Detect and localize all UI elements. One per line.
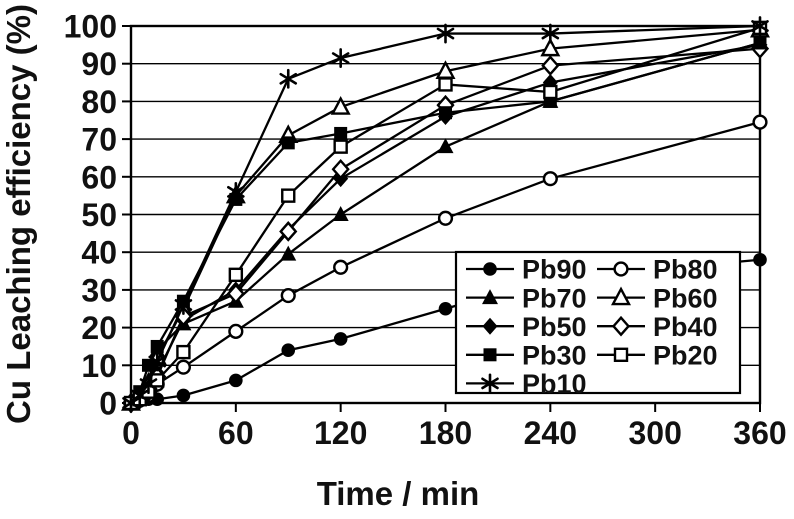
x-tick-label-60: 60 bbox=[218, 415, 254, 451]
circle-filled-marker bbox=[176, 388, 191, 403]
triangle-open-icon bbox=[611, 286, 631, 306]
square-open-icon bbox=[613, 347, 629, 362]
square-filled-marker bbox=[439, 106, 452, 120]
legend-item-Pb20: Pb20 bbox=[597, 341, 718, 371]
legend-item-Pb80: Pb80 bbox=[597, 255, 718, 285]
legend-item-Pb60: Pb60 bbox=[597, 283, 718, 313]
y-tick-label-60: 60 bbox=[81, 159, 117, 195]
square-open-marker bbox=[228, 267, 244, 283]
asterisk-marker bbox=[227, 181, 245, 202]
circle-open-marker bbox=[175, 359, 192, 375]
y-tick-label-90: 90 bbox=[81, 46, 117, 82]
legend-item-Pb40: Pb40 bbox=[597, 312, 718, 342]
circle-filled-marker bbox=[753, 252, 767, 267]
legend-label-Pb80: Pb80 bbox=[653, 255, 718, 285]
legend-label-Pb60: Pb60 bbox=[653, 283, 718, 313]
legend-item-Pb10: Pb10 bbox=[466, 369, 587, 399]
x-tick-label-120: 120 bbox=[314, 415, 367, 451]
asterisk-marker bbox=[331, 48, 350, 68]
x-axis-title: Time / min bbox=[317, 475, 480, 512]
triangle-filled-marker bbox=[332, 206, 349, 221]
circle-filled-icon bbox=[483, 262, 497, 276]
legend-label-Pb70: Pb70 bbox=[522, 283, 587, 313]
square-filled-marker bbox=[150, 339, 164, 353]
triangle-filled-icon bbox=[482, 289, 498, 305]
asterisk-marker bbox=[130, 385, 149, 406]
legend-item-Pb30: Pb30 bbox=[466, 341, 587, 371]
y-tick-label-20: 20 bbox=[81, 310, 117, 346]
series-Pb10 bbox=[122, 16, 769, 413]
diamond-open-marker bbox=[331, 158, 350, 180]
asterisk-marker bbox=[279, 68, 298, 89]
asterisk-marker bbox=[541, 23, 560, 44]
legend-box bbox=[454, 250, 742, 395]
legend-label-Pb20: Pb20 bbox=[653, 341, 718, 371]
circle-filled-marker bbox=[281, 343, 296, 358]
circle-filled-marker bbox=[229, 373, 243, 388]
chart-generated-content: 0 60 120 180 240 300 3600102030405060708090100… bbox=[64, 9, 787, 452]
diamond-open-icon bbox=[611, 315, 631, 337]
legend: Pb90 Pb80 Pb70 Pb60 Pb50 Pb40 Pb30 Pb20 Pb10 bbox=[454, 250, 742, 399]
y-tick-label-40: 40 bbox=[81, 235, 117, 271]
diamond-filled-icon bbox=[482, 317, 498, 335]
asterisk-marker bbox=[436, 23, 455, 44]
diamond-open-marker bbox=[279, 221, 298, 242]
circle-open-marker bbox=[333, 259, 349, 275]
triangle-filled-marker bbox=[280, 245, 297, 261]
square-filled-icon bbox=[483, 348, 497, 362]
square-open-marker bbox=[333, 139, 348, 154]
square-open-marker bbox=[543, 84, 558, 100]
circle-open-marker bbox=[752, 114, 768, 130]
y-tick-label-0: 0 bbox=[99, 386, 117, 422]
square-filled-marker bbox=[141, 358, 155, 372]
triangle-open-marker bbox=[540, 37, 561, 57]
square-open-marker bbox=[176, 344, 191, 360]
square-filled-marker bbox=[334, 126, 348, 140]
x-tick-label-360: 360 bbox=[733, 415, 786, 451]
legend-label-Pb10: Pb10 bbox=[522, 369, 587, 399]
circle-open-icon bbox=[613, 261, 629, 277]
asterisk-marker bbox=[148, 351, 167, 372]
square-open-marker bbox=[438, 77, 453, 92]
asterisk-marker bbox=[122, 393, 140, 413]
asterisk-marker bbox=[174, 295, 193, 315]
y-tick-label-50: 50 bbox=[81, 197, 117, 233]
circle-open-marker bbox=[542, 171, 558, 187]
x-tick-label-240: 240 bbox=[524, 415, 577, 451]
circle-open-marker bbox=[228, 323, 244, 339]
y-tick-label-30: 30 bbox=[81, 272, 117, 308]
legend-label-Pb50: Pb50 bbox=[522, 312, 587, 342]
triangle-open-marker bbox=[330, 96, 351, 115]
square-filled-marker bbox=[753, 36, 767, 50]
circle-open-marker bbox=[280, 287, 296, 304]
triangle-filled-marker bbox=[437, 138, 454, 154]
square-open-marker bbox=[281, 188, 296, 203]
asterisk-marker bbox=[751, 16, 769, 36]
x-tick-label-180: 180 bbox=[419, 415, 472, 451]
x-tick-label-0: 0 bbox=[122, 415, 140, 451]
legend-item-Pb70: Pb70 bbox=[466, 283, 587, 313]
diamond-open-marker bbox=[541, 55, 560, 76]
y-tick-label-70: 70 bbox=[81, 122, 117, 158]
circle-filled-marker bbox=[438, 301, 453, 316]
y-tick-label-10: 10 bbox=[81, 348, 117, 384]
diamond-open-marker bbox=[226, 283, 245, 304]
y-axis-title: Cu Leaching efficiency (%) bbox=[0, 4, 37, 424]
square-open-marker bbox=[150, 373, 165, 388]
y-tick-label-80: 80 bbox=[81, 84, 117, 120]
legend-label-Pb90: Pb90 bbox=[522, 255, 587, 285]
x-tick-label-300: 300 bbox=[628, 415, 681, 451]
y-tick-label-100: 100 bbox=[64, 9, 117, 45]
asterisk-marker bbox=[139, 374, 158, 395]
legend-label-Pb40: Pb40 bbox=[653, 312, 718, 342]
circle-filled-marker bbox=[333, 332, 348, 346]
asterisk-icon bbox=[481, 373, 499, 394]
legend-item-Pb90: Pb90 bbox=[466, 255, 587, 285]
square-filled-marker bbox=[281, 136, 295, 150]
circle-open-marker bbox=[437, 210, 454, 226]
legend-label-Pb30: Pb30 bbox=[522, 341, 587, 371]
legend-item-Pb50: Pb50 bbox=[466, 312, 587, 342]
